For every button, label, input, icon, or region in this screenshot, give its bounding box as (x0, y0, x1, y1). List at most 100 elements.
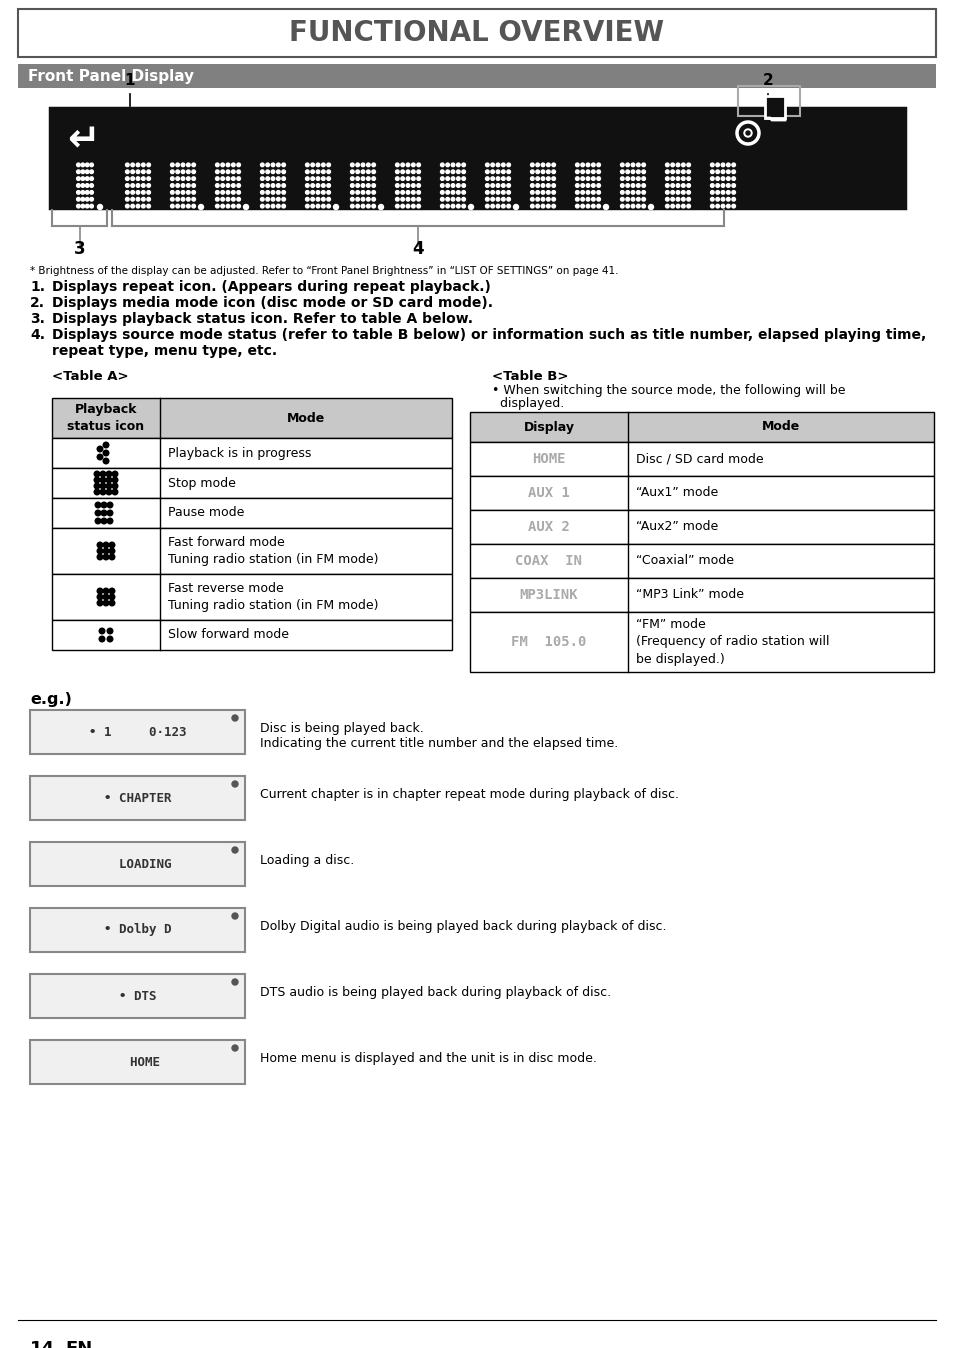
Circle shape (181, 177, 185, 181)
Circle shape (631, 177, 634, 181)
Circle shape (101, 503, 107, 508)
Circle shape (236, 183, 240, 187)
Circle shape (597, 183, 599, 187)
Circle shape (136, 190, 140, 194)
Circle shape (76, 183, 80, 187)
Text: ↵: ↵ (67, 121, 99, 159)
Text: AUX 1: AUX 1 (528, 487, 569, 500)
Text: Mode: Mode (761, 421, 800, 434)
Circle shape (585, 170, 589, 174)
Circle shape (90, 170, 93, 174)
Text: MP3LINK: MP3LINK (519, 588, 578, 603)
Circle shape (103, 542, 109, 547)
Text: LOADING: LOADING (104, 857, 172, 871)
Circle shape (232, 177, 234, 181)
Text: 4.: 4. (30, 328, 45, 342)
Circle shape (232, 183, 234, 187)
Text: “Aux2” mode: “Aux2” mode (636, 520, 718, 534)
Circle shape (221, 177, 224, 181)
Circle shape (641, 197, 645, 201)
Bar (52, 497, 452, 528)
Circle shape (506, 163, 510, 167)
Circle shape (540, 170, 544, 174)
Circle shape (81, 205, 85, 208)
Circle shape (591, 177, 595, 181)
Circle shape (456, 170, 459, 174)
Circle shape (260, 163, 264, 167)
Circle shape (585, 197, 589, 201)
Circle shape (281, 183, 285, 187)
Circle shape (461, 205, 465, 208)
Circle shape (147, 177, 151, 181)
Circle shape (106, 489, 112, 495)
Text: • When switching the source mode, the following will be: • When switching the source mode, the fo… (492, 384, 844, 398)
Circle shape (536, 190, 538, 194)
Circle shape (461, 183, 465, 187)
Bar (30, 842, 245, 886)
Circle shape (95, 503, 101, 508)
Circle shape (619, 177, 623, 181)
Circle shape (90, 197, 93, 201)
Circle shape (94, 483, 100, 489)
Circle shape (327, 177, 330, 181)
Text: Fast forward mode
Tuning radio station (in FM mode): Fast forward mode Tuning radio station (… (168, 537, 378, 566)
Circle shape (266, 163, 269, 167)
Circle shape (192, 170, 195, 174)
Circle shape (591, 183, 595, 187)
Circle shape (355, 170, 359, 174)
Circle shape (591, 163, 595, 167)
Circle shape (406, 205, 410, 208)
Circle shape (731, 177, 735, 181)
Bar (52, 528, 452, 574)
Circle shape (192, 197, 195, 201)
Text: Disc / SD card mode: Disc / SD card mode (636, 453, 762, 465)
Text: Home menu is displayed and the unit is in disc mode.: Home menu is displayed and the unit is i… (260, 1051, 597, 1065)
Circle shape (355, 190, 359, 194)
Circle shape (271, 177, 274, 181)
Circle shape (641, 177, 645, 181)
Circle shape (726, 197, 729, 201)
Circle shape (260, 205, 264, 208)
Circle shape (440, 177, 444, 181)
Circle shape (641, 163, 645, 167)
Circle shape (440, 170, 444, 174)
Circle shape (546, 163, 550, 167)
Bar (30, 909, 245, 952)
Text: • CHAPTER: • CHAPTER (104, 791, 172, 805)
Text: • 1     0·123: • 1 0·123 (89, 725, 186, 739)
Text: Loading a disc.: Loading a disc. (260, 855, 354, 867)
Circle shape (540, 183, 544, 187)
Circle shape (506, 177, 510, 181)
Circle shape (100, 489, 106, 495)
Circle shape (136, 170, 140, 174)
Circle shape (676, 183, 679, 187)
Circle shape (147, 190, 151, 194)
Circle shape (625, 197, 629, 201)
Circle shape (131, 170, 134, 174)
Text: <Table B>: <Table B> (492, 369, 568, 383)
Circle shape (187, 197, 190, 201)
Circle shape (461, 163, 465, 167)
Circle shape (726, 190, 729, 194)
Circle shape (680, 170, 684, 174)
Circle shape (281, 190, 285, 194)
Circle shape (445, 183, 449, 187)
Circle shape (327, 170, 330, 174)
Bar (30, 975, 245, 1018)
Circle shape (311, 205, 314, 208)
Circle shape (101, 518, 107, 524)
Circle shape (315, 190, 319, 194)
Circle shape (260, 190, 264, 194)
Circle shape (665, 170, 668, 174)
Circle shape (226, 183, 230, 187)
Circle shape (710, 170, 714, 174)
Bar (30, 710, 245, 754)
Circle shape (86, 190, 89, 194)
Circle shape (305, 205, 309, 208)
Circle shape (743, 129, 751, 137)
Circle shape (315, 197, 319, 201)
Circle shape (485, 163, 489, 167)
Circle shape (536, 170, 538, 174)
Text: “FM” mode
(Frequency of radio station will
be displayed.): “FM” mode (Frequency of radio station wi… (636, 619, 828, 666)
Bar (52, 438, 452, 468)
